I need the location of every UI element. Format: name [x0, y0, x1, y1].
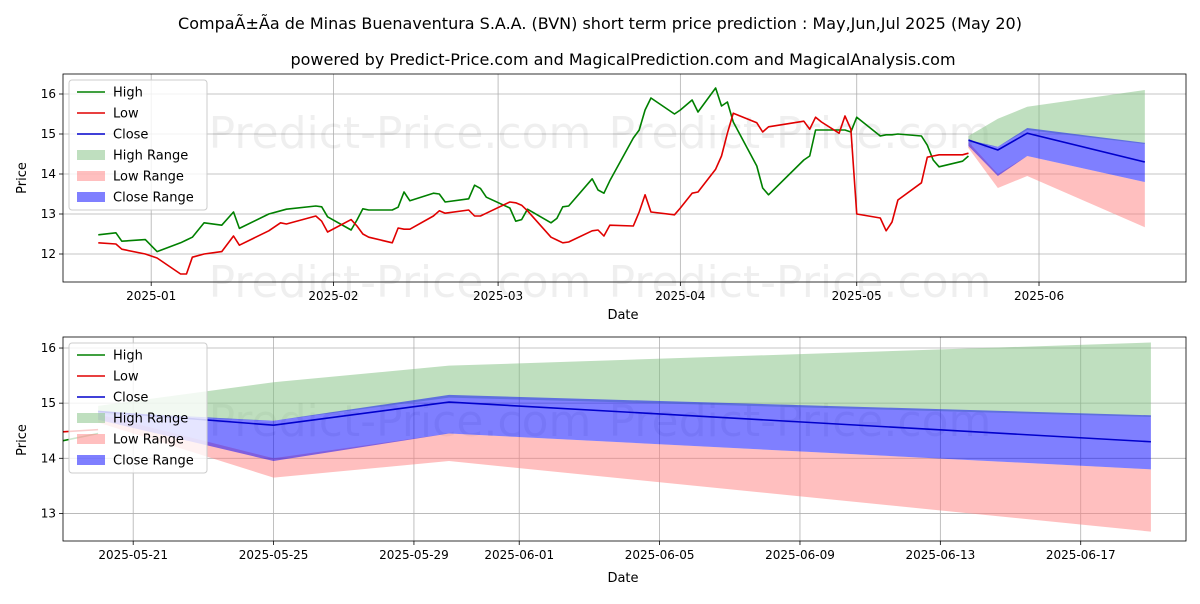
top-chart-panel: Predict-Price.com Predict-Price.com Predic… — [41, 73, 1187, 308]
top-legend-label: Low Range — [113, 170, 184, 185]
top-legend-swatch — [77, 171, 105, 181]
top-axes-frame — [62, 73, 1187, 283]
bottom-x-tick-label: 2025-06-05 — [625, 548, 695, 562]
bottom-x-tick-label: 2025-05-21 — [98, 548, 168, 562]
bottom-y-tick-label: 14 — [41, 451, 56, 465]
top-y-axis-label: Price — [15, 162, 30, 194]
top-high-range-band — [968, 90, 1145, 147]
chart-subtitle: powered by Predict-Price.com and Magical… — [290, 50, 955, 69]
watermark-text: Predict-Price.com — [209, 108, 592, 159]
top-low-range-band — [968, 142, 1145, 228]
top-legend-label: High — [113, 86, 143, 101]
top-legend-label: Close — [113, 128, 148, 143]
top-y-tick-label: 15 — [41, 127, 56, 141]
top-plot-area — [98, 87, 1146, 275]
watermark-text: Predict-Price.com — [609, 108, 992, 159]
bottom-x-tick-label: 2025-05-25 — [239, 548, 309, 562]
top-x-tick-label: 2025-05 — [832, 289, 882, 303]
bottom-y-tick-label: 16 — [41, 341, 56, 355]
bottom-high-range-band — [98, 342, 1151, 421]
top-x-tick-label: 2025-06 — [1014, 289, 1064, 303]
bottom-y-tick-label: 13 — [41, 506, 56, 520]
top-y-tick-label: 12 — [41, 247, 56, 261]
top-close-line — [968, 132, 1146, 163]
bottom-legend: High Low Close High Range Low Range Close Ran… — [68, 342, 208, 474]
top-legend-label: High Range — [113, 149, 188, 164]
top-low-line — [98, 112, 969, 275]
bottom-chart-panel: Predict-Price.comPredict-Price.com2025-0… — [41, 336, 1187, 562]
bottom-x-tick-label: 2025-06-09 — [765, 548, 835, 562]
bottom-x-tick-label: 2025-06-01 — [484, 548, 554, 562]
bottom-legend-swatch — [77, 434, 105, 444]
bottom-legend-label: High — [113, 349, 143, 364]
bottom-x-tick-label: 2025-06-17 — [1046, 548, 1116, 562]
bottom-legend-label: Close Range — [113, 454, 194, 469]
top-legend-swatch — [77, 150, 105, 160]
bottom-x-tick-label: 2025-06-13 — [905, 548, 975, 562]
bottom-legend-label: High Range — [113, 412, 188, 427]
top-x-axis-label: Date — [607, 308, 638, 323]
bottom-legend-swatch — [77, 455, 105, 465]
top-x-tick-label: 2025-01 — [126, 289, 176, 303]
bottom-x-tick-label: 2025-05-29 — [379, 548, 449, 562]
top-legend-swatch — [77, 192, 105, 202]
top-legend-label: Low — [113, 107, 139, 122]
top-y-tick-label: 16 — [41, 87, 56, 101]
bottom-low-range-band — [98, 414, 1151, 532]
bottom-legend-label: Close — [113, 391, 148, 406]
top-x-tick-label: 2025-02 — [308, 289, 358, 303]
bottom-legend-label: Low Range — [113, 433, 184, 448]
chart-title: CompaÃ±Ã­a de Minas Buenaventura S.A.A. … — [178, 14, 1022, 33]
bottom-y-axis-label: Price — [15, 424, 30, 456]
top-legend-label: Close Range — [113, 191, 194, 206]
top-y-tick-label: 14 — [41, 167, 56, 181]
bottom-axes-frame — [62, 336, 1187, 542]
bottom-legend-swatch — [77, 413, 105, 423]
top-x-tick-label: 2025-04 — [655, 289, 705, 303]
top-legend: High Low Close High Range Low Range Close Ran… — [68, 79, 208, 211]
bottom-x-axis-label: Date — [607, 571, 638, 586]
top-y-tick-label: 13 — [41, 207, 56, 221]
bottom-y-tick-label: 15 — [41, 396, 56, 410]
watermark-text: Predict-Price.com — [209, 257, 592, 308]
watermark-text: Predict-Price.com — [609, 257, 992, 308]
top-x-tick-label: 2025-03 — [473, 289, 523, 303]
bottom-legend-label: Low — [113, 370, 139, 385]
